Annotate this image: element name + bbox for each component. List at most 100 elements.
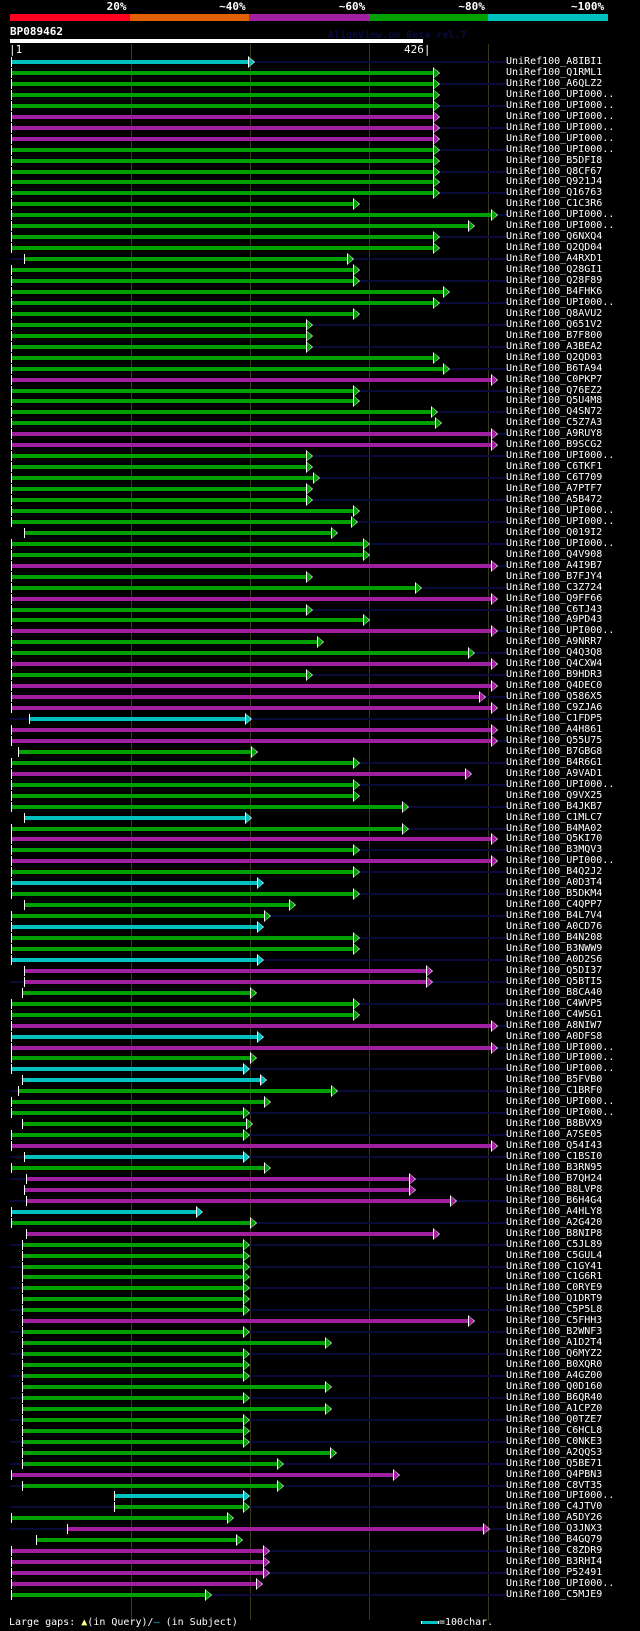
alignment-bar[interactable] xyxy=(12,476,314,480)
hit-label[interactable]: UniRef100_B4JKB7 xyxy=(506,801,603,812)
hit-label[interactable]: UniRef100_UPI000.. xyxy=(506,111,615,122)
hit-row[interactable]: UniRef100_C1BRF0 xyxy=(0,1085,640,1097)
hit-row[interactable]: UniRef100_A9VAD1 xyxy=(0,768,640,780)
alignment-bar[interactable] xyxy=(27,1232,435,1236)
alignment-bar[interactable] xyxy=(22,1330,244,1334)
hit-label[interactable]: UniRef100_C1BRF0 xyxy=(506,1085,603,1096)
hit-label[interactable]: UniRef100_UPI000.. xyxy=(506,144,615,155)
hit-row[interactable]: UniRef100_P52491 xyxy=(0,1567,640,1579)
hit-row[interactable]: UniRef100_Q5U4M8 xyxy=(0,395,640,407)
hit-label[interactable]: UniRef100_Q5DI37 xyxy=(506,965,603,976)
hit-label[interactable]: UniRef100_C6T709 xyxy=(506,472,603,483)
hit-label[interactable]: UniRef100_Q4CXW4 xyxy=(506,658,603,669)
hit-row[interactable]: UniRef100_B4R6G1 xyxy=(0,757,640,769)
hit-label[interactable]: UniRef100_UPI000.. xyxy=(506,100,615,111)
hit-label[interactable]: UniRef100_Q586X5 xyxy=(506,691,603,702)
hit-row[interactable]: UniRef100_C1GY41 xyxy=(0,1261,640,1273)
alignment-bar[interactable] xyxy=(25,903,291,907)
hit-label[interactable]: UniRef100_UPI000.. xyxy=(506,855,615,866)
hit-row[interactable]: UniRef100_B5DKM4 xyxy=(0,888,640,900)
alignment-bar[interactable] xyxy=(12,399,355,403)
hit-label[interactable]: UniRef100_UPI000.. xyxy=(506,1107,615,1118)
hit-label[interactable]: UniRef100_UPI000.. xyxy=(506,1490,615,1501)
hit-label[interactable]: UniRef100_C6TJ43 xyxy=(506,604,603,615)
hit-row[interactable]: UniRef100_C0RYE9 xyxy=(0,1282,640,1294)
hit-label[interactable]: UniRef100_A9RUY8 xyxy=(506,428,603,439)
hit-row[interactable]: UniRef100_C1BSI0 xyxy=(0,1151,640,1163)
hit-row[interactable]: UniRef100_UPI000.. xyxy=(0,625,640,637)
hit-label[interactable]: UniRef100_UPI000.. xyxy=(506,1578,615,1589)
alignment-bar[interactable] xyxy=(12,1593,206,1597)
hit-row[interactable]: UniRef100_C8VT35 xyxy=(0,1480,640,1492)
hit-label[interactable]: UniRef100_Q5KI70 xyxy=(506,833,603,844)
hit-row[interactable]: UniRef100_B6H4G4 xyxy=(0,1195,640,1207)
hit-label[interactable]: UniRef100_C0PKP7 xyxy=(506,374,603,385)
alignment-bar[interactable] xyxy=(22,1254,244,1258)
hit-row[interactable]: UniRef100_UPI000.. xyxy=(0,538,640,550)
alignment-bar[interactable] xyxy=(22,1407,326,1411)
hit-row[interactable]: UniRef100_C4JTV0 xyxy=(0,1501,640,1513)
hit-row[interactable]: UniRef100_A4I9B7 xyxy=(0,560,640,572)
hit-label[interactable]: UniRef100_UPI000.. xyxy=(506,297,615,308)
hit-label[interactable]: UniRef100_Q5BTI5 xyxy=(506,976,603,987)
hit-label[interactable]: UniRef100_UPI000.. xyxy=(506,1096,615,1107)
hit-label[interactable]: UniRef100_C4JTV0 xyxy=(506,1501,603,1512)
alignment-bar[interactable] xyxy=(12,60,249,64)
hit-label[interactable]: UniRef100_P52491 xyxy=(506,1567,603,1578)
hit-row[interactable]: UniRef100_Q5KI70 xyxy=(0,833,640,845)
alignment-bar[interactable] xyxy=(12,454,307,458)
hit-row[interactable]: UniRef100_B6TA94 xyxy=(0,363,640,375)
hit-row[interactable]: UniRef100_A8NIW7 xyxy=(0,1020,640,1032)
hit-row[interactable]: UniRef100_B6QR40 xyxy=(0,1392,640,1404)
hit-row[interactable]: UniRef100_A9RUY8 xyxy=(0,428,640,440)
hit-label[interactable]: UniRef100_C1FDP5 xyxy=(506,713,603,724)
hit-row[interactable]: UniRef100_C5GUL4 xyxy=(0,1250,640,1262)
alignment-bar[interactable] xyxy=(12,345,307,349)
alignment-bar[interactable] xyxy=(12,378,493,382)
hit-label[interactable]: UniRef100_UPI000.. xyxy=(506,505,615,516)
hit-label[interactable]: UniRef100_A8IBI1 xyxy=(506,56,603,67)
hit-label[interactable]: UniRef100_UPI000.. xyxy=(506,779,615,790)
alignment-bar[interactable] xyxy=(29,717,247,721)
alignment-bar[interactable] xyxy=(12,443,493,447)
hit-label[interactable]: UniRef100_B3MQV3 xyxy=(506,844,603,855)
hit-label[interactable]: UniRef100_C4WVP5 xyxy=(506,998,603,1009)
hit-row[interactable]: UniRef100_Q54I43 xyxy=(0,1140,640,1152)
hit-row[interactable]: UniRef100_B4N208 xyxy=(0,932,640,944)
alignment-bar[interactable] xyxy=(12,1582,257,1586)
alignment-bar[interactable] xyxy=(12,783,355,787)
hit-row[interactable]: UniRef100_B3RHI4 xyxy=(0,1556,640,1568)
hit-label[interactable]: UniRef100_B5DFI8 xyxy=(506,155,603,166)
alignment-bar[interactable] xyxy=(12,706,493,710)
hit-label[interactable]: UniRef100_B2WNF3 xyxy=(506,1326,603,1337)
alignment-bar[interactable] xyxy=(12,1067,244,1071)
hit-label[interactable]: UniRef100_Q1DRT9 xyxy=(506,1293,603,1304)
hit-label[interactable]: UniRef100_C9ZJA6 xyxy=(506,702,603,713)
hit-row[interactable]: UniRef100_Q28F89 xyxy=(0,275,640,287)
hit-label[interactable]: UniRef100_C8VT35 xyxy=(506,1480,603,1491)
alignment-bar[interactable] xyxy=(25,1155,244,1159)
alignment-bar[interactable] xyxy=(25,531,332,535)
hit-row[interactable]: UniRef100_Q0D160 xyxy=(0,1381,640,1393)
hit-label[interactable]: UniRef100_UPI000.. xyxy=(506,209,615,220)
alignment-bar[interactable] xyxy=(25,257,349,261)
alignment-bar[interactable] xyxy=(12,859,493,863)
hit-label[interactable]: UniRef100_A0DFS8 xyxy=(506,1031,603,1042)
hit-label[interactable]: UniRef100_UPI000.. xyxy=(506,89,615,100)
alignment-bar[interactable] xyxy=(12,1210,198,1214)
hit-row[interactable]: UniRef100_B4JKB7 xyxy=(0,801,640,813)
hit-label[interactable]: UniRef100_Q6NXQ4 xyxy=(506,231,603,242)
hit-row[interactable]: UniRef100_A7PTF7 xyxy=(0,483,640,495)
alignment-bar[interactable] xyxy=(12,1013,355,1017)
hit-label[interactable]: UniRef100_Q76EZ2 xyxy=(506,385,603,396)
hit-label[interactable]: UniRef100_Q8CF67 xyxy=(506,166,603,177)
alignment-bar[interactable] xyxy=(19,750,253,754)
alignment-bar[interactable] xyxy=(12,224,469,228)
hit-row[interactable]: UniRef100_A6QLZ2 xyxy=(0,78,640,90)
hit-row[interactable]: UniRef100_UPI000.. xyxy=(0,1042,640,1054)
hit-row[interactable]: UniRef100_UPI000.. xyxy=(0,505,640,517)
hit-label[interactable]: UniRef100_B9HDR3 xyxy=(506,669,603,680)
hit-label[interactable]: UniRef100_UPI000.. xyxy=(506,133,615,144)
alignment-bar[interactable] xyxy=(12,684,493,688)
hit-row[interactable]: UniRef100_UPI000.. xyxy=(0,220,640,232)
